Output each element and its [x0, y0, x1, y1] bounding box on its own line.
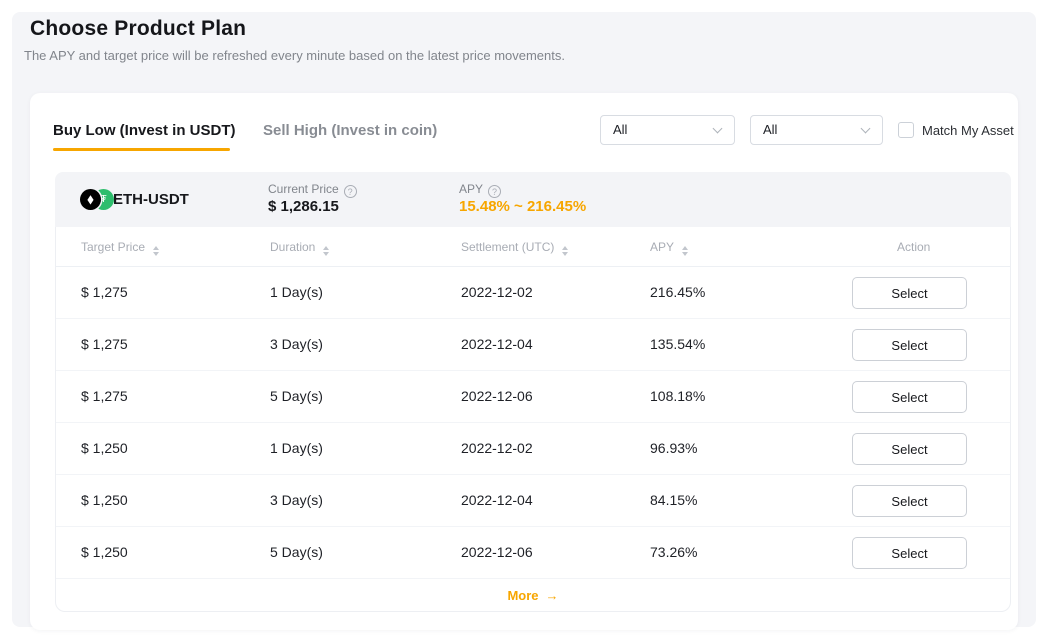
select-button[interactable]: Select	[852, 537, 967, 569]
table-row: $ 1,250 1 Day(s) 2022-12-02 96.93% Selec…	[56, 423, 1010, 475]
target-price-cell: $ 1,250	[81, 544, 128, 560]
question-icon[interactable]: ?	[488, 185, 502, 198]
apy-cell: 73.26%	[650, 544, 698, 560]
duration-filter-value: All	[763, 122, 778, 137]
duration-cell: 3 Day(s)	[270, 336, 323, 352]
page-title: Choose Product Plan	[30, 17, 247, 40]
product-header-band: ₮ ◆ ETH-USDT Current Price? $ 1,286.15 A…	[55, 172, 1011, 227]
settlement-cell: 2022-12-04	[461, 336, 533, 352]
chevron-down-icon	[712, 123, 723, 134]
more-label: More	[507, 587, 539, 603]
target-price-cell: $ 1,275	[81, 336, 128, 352]
col-target-price: Target Price	[81, 240, 146, 254]
settlement-cell: 2022-12-02	[461, 440, 533, 456]
coin-filter-dropdown[interactable]: All	[600, 115, 735, 145]
sort-icon[interactable]	[153, 246, 160, 256]
duration-cell: 5 Day(s)	[270, 388, 323, 404]
current-price-value: $ 1,286.15	[268, 198, 339, 215]
coin-filter-value: All	[613, 122, 628, 137]
sort-icon[interactable]	[323, 246, 330, 256]
eth-icon: ◆	[80, 189, 101, 210]
tab-buy-low[interactable]: Buy Low (Invest in USDT)	[53, 122, 236, 139]
col-duration: Duration	[270, 240, 316, 254]
col-settlement: Settlement (UTC)	[461, 240, 555, 254]
duration-filter-dropdown[interactable]: All	[750, 115, 883, 145]
table-row: $ 1,250 5 Day(s) 2022-12-06 73.26% Selec…	[56, 527, 1010, 579]
duration-cell: 1 Day(s)	[270, 284, 323, 300]
settlement-cell: 2022-12-06	[461, 544, 533, 560]
table-row: $ 1,275 5 Day(s) 2022-12-06 108.18% Sele…	[56, 371, 1010, 423]
apy-cell: 216.45%	[650, 284, 706, 300]
pair-name: ETH-USDT	[113, 191, 189, 208]
page-subtitle: The APY and target price will be refresh…	[24, 48, 565, 63]
content-panel: Choose Product Plan The APY and target p…	[12, 12, 1036, 630]
target-price-cell: $ 1,275	[81, 388, 128, 404]
current-price-label: Current Price	[268, 182, 339, 196]
duration-cell: 3 Day(s)	[270, 492, 323, 508]
select-button[interactable]: Select	[852, 433, 967, 465]
tab-sell-high[interactable]: Sell High (Invest in coin)	[263, 122, 438, 139]
duration-cell: 5 Day(s)	[270, 544, 323, 560]
question-icon[interactable]: ?	[343, 185, 357, 198]
table-row: $ 1,250 3 Day(s) 2022-12-04 84.15% Selec…	[56, 475, 1010, 527]
target-price-cell: $ 1,250	[81, 492, 128, 508]
sort-icon[interactable]	[562, 246, 569, 256]
select-button[interactable]: Select	[852, 329, 967, 361]
table-row: $ 1,275 1 Day(s) 2022-12-02 216.45% Sele…	[56, 267, 1010, 319]
apy-cell: 84.15%	[650, 492, 698, 508]
select-button[interactable]: Select	[852, 485, 967, 517]
settlement-cell: 2022-12-06	[461, 388, 533, 404]
active-tab-underline	[53, 148, 230, 151]
select-button[interactable]: Select	[852, 381, 967, 413]
settlement-cell: 2022-12-04	[461, 492, 533, 508]
select-button[interactable]: Select	[852, 277, 967, 309]
apy-label: APY	[459, 182, 484, 196]
chevron-down-icon	[860, 123, 871, 134]
target-price-cell: $ 1,275	[81, 284, 128, 300]
apy-cell: 135.54%	[650, 336, 706, 352]
table-row: $ 1,275 3 Day(s) 2022-12-04 135.54% Sele…	[56, 319, 1010, 371]
plans-table: Target Price Duration Settlement (UTC) A…	[55, 227, 1011, 612]
table-header-row: Target Price Duration Settlement (UTC) A…	[56, 227, 1010, 267]
settlement-cell: 2022-12-02	[461, 284, 533, 300]
col-action: Action	[897, 240, 931, 254]
more-link[interactable]: More →	[56, 579, 1010, 611]
product-plan-card: Buy Low (Invest in USDT) Sell High (Inve…	[30, 93, 1018, 630]
sort-icon[interactable]	[682, 246, 689, 256]
col-apy: APY	[650, 240, 675, 254]
match-my-asset-label[interactable]: Match My Asset	[922, 123, 1014, 138]
duration-cell: 1 Day(s)	[270, 440, 323, 456]
apy-cell: 96.93%	[650, 440, 698, 456]
apy-range-value: 15.48% ~ 216.45%	[459, 198, 587, 215]
arrow-right-icon: →	[545, 587, 559, 603]
apy-cell: 108.18%	[650, 388, 706, 404]
match-my-asset-checkbox[interactable]	[898, 122, 914, 138]
target-price-cell: $ 1,250	[81, 440, 128, 456]
